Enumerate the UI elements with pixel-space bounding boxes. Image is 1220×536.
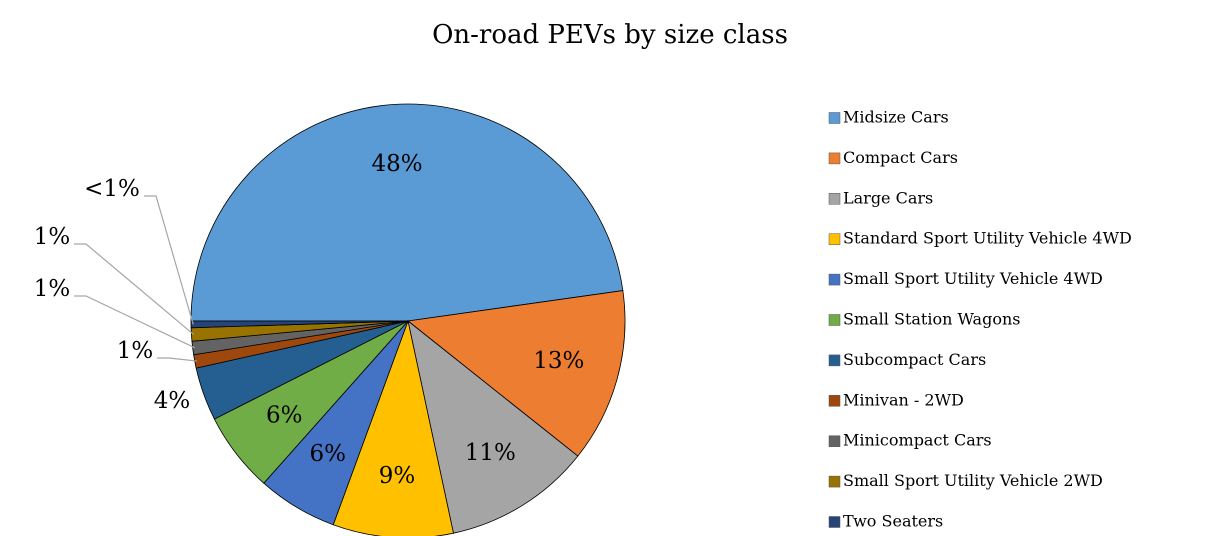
data-label: <1% [84,176,140,202]
data-label: 1% [117,338,154,364]
pie-slice [407,319,579,534]
legend-swatch [828,314,841,326]
legend-swatch [828,354,841,367]
legend-label: Standard Sport Utility Vehicle 4WD [843,229,1132,248]
legend-label: Two Seaters [843,512,943,531]
legend-label: Large Cars [843,188,933,207]
leader-line [74,295,196,349]
legend-swatch [828,516,841,528]
pie-slice [190,103,624,322]
legend-label: Minicompact Cars [843,431,992,450]
data-label: 11% [465,440,516,466]
legend-label: Subcompact Cars [843,350,986,369]
data-label: 4% [154,388,191,414]
leader-line [74,243,194,335]
legend-swatch [828,152,841,165]
legend-label: Small Sport Utility Vehicle 2WD [843,471,1103,490]
data-label: 9% [379,463,416,489]
legend-swatch [828,112,841,124]
legend-label: Midsize Cars [843,108,949,127]
data-label: 1% [34,276,71,302]
data-label: 13% [533,348,584,374]
legend-swatch [828,395,841,407]
data-label: 6% [266,402,303,428]
legend-label: Compact Cars [843,148,958,167]
leader-line [144,195,194,325]
legend-swatch [828,435,841,447]
data-label: 6% [310,441,347,467]
chart-title: On-road PEVs by size class [432,20,788,50]
pie-slice [407,290,626,457]
legend-swatch [828,273,841,286]
legend-swatch [828,233,841,245]
pie-slice [332,319,454,536]
legend-swatch [828,475,841,488]
data-label: 48% [371,151,422,177]
legend-label: Small Station Wagons [843,310,1020,329]
legend-swatch [828,193,841,205]
legend-label: Small Sport Utility Vehicle 4WD [843,269,1103,288]
legend-label: Minivan - 2WD [843,390,964,409]
pie-slice [190,320,409,329]
data-label: 1% [34,224,71,250]
leader-line [157,357,198,362]
